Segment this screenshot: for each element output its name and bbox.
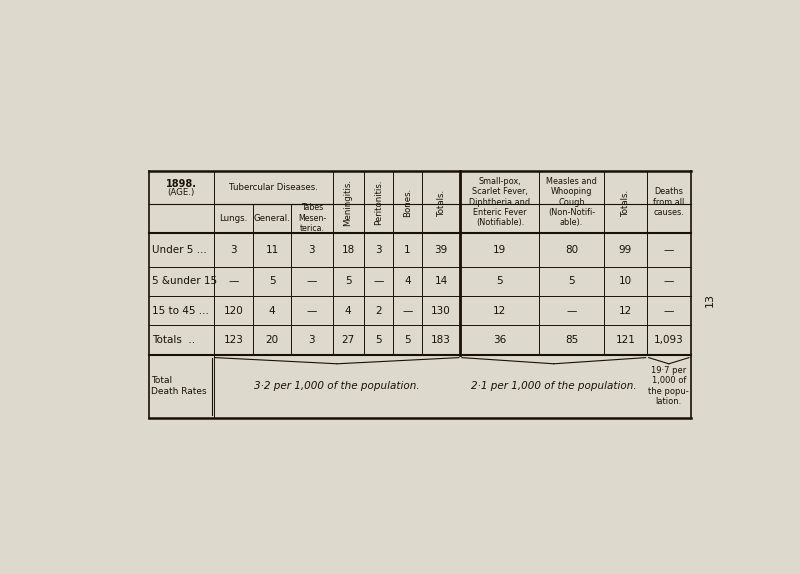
Text: Meningitis.: Meningitis. bbox=[343, 179, 353, 226]
Text: 123: 123 bbox=[223, 335, 243, 345]
Text: Small-pox,
Scarlet Fever,
Diphtheria and
Enteric Fever
(Notifiable).: Small-pox, Scarlet Fever, Diphtheria and… bbox=[470, 177, 530, 227]
Text: 12: 12 bbox=[619, 306, 632, 316]
Text: 80: 80 bbox=[565, 245, 578, 255]
Text: Lungs.: Lungs. bbox=[219, 214, 247, 223]
Text: 1: 1 bbox=[404, 245, 410, 255]
Text: Totals.: Totals. bbox=[621, 188, 630, 216]
Text: 5: 5 bbox=[269, 277, 275, 286]
Text: 15 to 45 ...: 15 to 45 ... bbox=[152, 306, 209, 316]
Text: 120: 120 bbox=[223, 306, 243, 316]
Text: Deaths
from all
causes.: Deaths from all causes. bbox=[654, 187, 685, 217]
Text: 5: 5 bbox=[404, 335, 410, 345]
Text: 36: 36 bbox=[494, 335, 506, 345]
Text: —: — bbox=[664, 245, 674, 255]
Text: —: — bbox=[664, 306, 674, 316]
Text: 3: 3 bbox=[309, 335, 315, 345]
Text: Peritonitis.: Peritonitis. bbox=[374, 179, 382, 225]
Text: 4: 4 bbox=[269, 306, 275, 316]
Text: —: — bbox=[566, 306, 577, 316]
Text: 5: 5 bbox=[497, 277, 503, 286]
Text: 3·2 per 1,000 of the population.: 3·2 per 1,000 of the population. bbox=[254, 381, 420, 391]
Text: Totals.: Totals. bbox=[437, 188, 446, 216]
Text: 19·7 per
1,000 of
the popu-
lation.: 19·7 per 1,000 of the popu- lation. bbox=[649, 366, 690, 406]
Text: Tubercular Diseases.: Tubercular Diseases. bbox=[229, 183, 318, 192]
Text: Total
Death Rates: Total Death Rates bbox=[151, 376, 206, 396]
Text: 19: 19 bbox=[494, 245, 506, 255]
Text: Measles and
Whooping
Cough
(Non-Notifi-
able).: Measles and Whooping Cough (Non-Notifi- … bbox=[546, 177, 597, 227]
Text: 4: 4 bbox=[345, 306, 351, 316]
Text: 85: 85 bbox=[565, 335, 578, 345]
Text: —: — bbox=[664, 277, 674, 286]
Text: 18: 18 bbox=[342, 245, 354, 255]
Text: 5: 5 bbox=[345, 277, 351, 286]
Text: —: — bbox=[402, 306, 413, 316]
Text: 4: 4 bbox=[404, 277, 410, 286]
Text: 10: 10 bbox=[619, 277, 632, 286]
Text: 3: 3 bbox=[230, 245, 237, 255]
Text: 5: 5 bbox=[568, 277, 575, 286]
Text: 13: 13 bbox=[705, 293, 715, 307]
Text: 12: 12 bbox=[494, 306, 506, 316]
Text: 2·1 per 1,000 of the population.: 2·1 per 1,000 of the population. bbox=[471, 381, 637, 391]
Text: 130: 130 bbox=[431, 306, 451, 316]
Text: 5: 5 bbox=[375, 335, 382, 345]
Text: 183: 183 bbox=[431, 335, 451, 345]
Text: 121: 121 bbox=[615, 335, 635, 345]
Text: 3: 3 bbox=[309, 245, 315, 255]
Text: —: — bbox=[306, 277, 317, 286]
Text: 1898.: 1898. bbox=[166, 179, 197, 189]
Text: 1,093: 1,093 bbox=[654, 335, 684, 345]
Text: 39: 39 bbox=[434, 245, 448, 255]
Text: Bones.: Bones. bbox=[402, 188, 412, 217]
Text: —: — bbox=[228, 277, 238, 286]
Text: (AGE.): (AGE.) bbox=[168, 188, 195, 197]
Text: Tabes
Mesen-
terica.: Tabes Mesen- terica. bbox=[298, 203, 326, 233]
Text: 20: 20 bbox=[266, 335, 278, 345]
Text: —: — bbox=[306, 306, 317, 316]
Text: 14: 14 bbox=[434, 277, 448, 286]
Text: 2: 2 bbox=[375, 306, 382, 316]
Text: 27: 27 bbox=[342, 335, 354, 345]
Text: General.: General. bbox=[254, 214, 290, 223]
Text: Under 5 ...: Under 5 ... bbox=[152, 245, 206, 255]
Text: 5 &under 15: 5 &under 15 bbox=[152, 277, 217, 286]
Text: Totals  ..: Totals .. bbox=[152, 335, 195, 345]
Text: 99: 99 bbox=[619, 245, 632, 255]
Text: —: — bbox=[373, 277, 383, 286]
Text: 11: 11 bbox=[266, 245, 278, 255]
Text: 3: 3 bbox=[375, 245, 382, 255]
